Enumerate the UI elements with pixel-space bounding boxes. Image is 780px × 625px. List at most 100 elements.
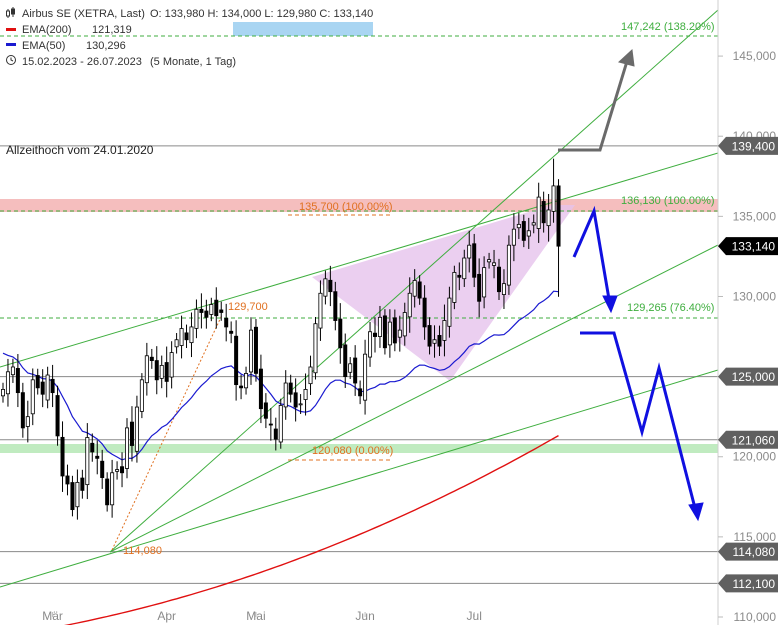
candle: [139, 373, 144, 419]
x-tick-label: Mai: [246, 609, 265, 623]
candle: [377, 305, 382, 348]
candle: [501, 269, 506, 309]
candle: [100, 449, 105, 489]
candle: [437, 325, 442, 356]
candle: [199, 293, 204, 329]
candle: [368, 321, 373, 367]
candle: [298, 394, 303, 414]
target-764-label: 129,265 (76.40%): [627, 302, 714, 314]
legend-period: (5 Monate, 1 Tag): [150, 56, 236, 68]
ema200-line: [63, 434, 559, 625]
y-tick-label: 145,000: [733, 49, 777, 63]
candle: [154, 346, 159, 395]
candle: [363, 339, 368, 415]
candle: [40, 369, 45, 408]
candle: [105, 472, 110, 512]
candle: [229, 321, 234, 344]
candle: [472, 233, 477, 288]
trendline-lower: [0, 369, 719, 588]
candle: [392, 309, 397, 352]
y-tick-label: 110,000: [734, 610, 777, 624]
fib-layer: [0, 35, 718, 551]
svg-text:112,100: 112,100: [733, 577, 776, 591]
x-tick-label: Jul: [467, 609, 482, 623]
legend-ema50-label: EMA(50): [22, 40, 65, 52]
candle: [402, 302, 407, 346]
candle: [50, 364, 55, 408]
candle: [15, 354, 20, 408]
svg-text:125,000: 125,000: [732, 370, 776, 384]
candle: [30, 368, 35, 426]
svg-text:114,080: 114,080: [733, 545, 776, 559]
candle: [278, 398, 283, 449]
candle: [5, 358, 10, 407]
candle: [447, 286, 452, 338]
svg-text:139,400: 139,400: [732, 139, 776, 153]
candle: [169, 341, 174, 389]
legend-ohlc: O: 133,980 H: 134,000 L: 129,980 C: 133,…: [150, 8, 373, 20]
candle: [303, 373, 308, 416]
candle: [244, 366, 249, 395]
candle: [521, 214, 526, 248]
candle: [70, 475, 75, 517]
candle: [25, 400, 30, 443]
candle: [487, 252, 492, 269]
gray-upside-arrow: [558, 57, 630, 152]
candle: [224, 303, 229, 342]
candle: [318, 280, 323, 341]
fib-100-label: 135,700 (100.00%): [299, 201, 393, 213]
candle: [462, 249, 467, 287]
annotations-layer: Allzeithoch vom 24.01.2020 135,700 (100.…: [6, 21, 715, 557]
gray-arrow-head: [617, 48, 635, 67]
trendline-upper: [0, 152, 719, 368]
svg-text:133,140: 133,140: [732, 240, 776, 254]
candles-layer: [0, 158, 561, 520]
candle: [273, 417, 278, 451]
chart-type-icon: [6, 7, 15, 18]
candle: [75, 469, 80, 520]
level-tag: 112,100: [718, 574, 778, 593]
price-tags: 139,400 125,000 121,060 114,080 112,100 133,1…: [718, 136, 778, 593]
blue-arrow-2-head: [688, 502, 704, 522]
candle: [397, 315, 402, 352]
candle: [239, 374, 244, 400]
candle: [442, 304, 447, 357]
candle: [55, 385, 60, 446]
candle: [511, 213, 516, 262]
candle: [536, 182, 541, 243]
candle: [358, 380, 363, 405]
candle: [338, 303, 343, 364]
candle: [253, 318, 258, 382]
candle: [219, 301, 224, 321]
candle: [353, 345, 358, 396]
candle: [382, 309, 387, 355]
x-axis: Mär Apr Mai Jun Jul: [42, 609, 482, 623]
candle: [45, 366, 50, 409]
candle: [95, 440, 100, 475]
candle: [134, 395, 139, 463]
candle: [452, 265, 457, 310]
ema200-swatch: [6, 28, 16, 31]
candle: [407, 277, 412, 333]
legend-instrument: Airbus SE (XETRA, Last): [22, 8, 145, 20]
candle: [10, 358, 15, 383]
candle: [20, 382, 25, 438]
candle: [179, 315, 184, 359]
candle: [115, 461, 120, 480]
candle: [551, 158, 556, 223]
candle: [129, 406, 134, 462]
candle: [65, 464, 70, 496]
y-axis: 110,000 115,000 120,000 125,000 130,000 135,0…: [717, 0, 777, 625]
candle: [516, 213, 521, 240]
ema50-swatch: [6, 43, 16, 46]
candle: [174, 333, 179, 354]
candle: [283, 370, 288, 420]
candle: [432, 325, 437, 358]
legend: Airbus SE (XETRA, Last) O: 133,980 H: 13…: [6, 7, 373, 68]
legend-highlight: [233, 22, 373, 36]
candle: [248, 317, 253, 385]
candle: [541, 191, 546, 233]
candle: [333, 281, 338, 331]
candle: [60, 421, 65, 492]
